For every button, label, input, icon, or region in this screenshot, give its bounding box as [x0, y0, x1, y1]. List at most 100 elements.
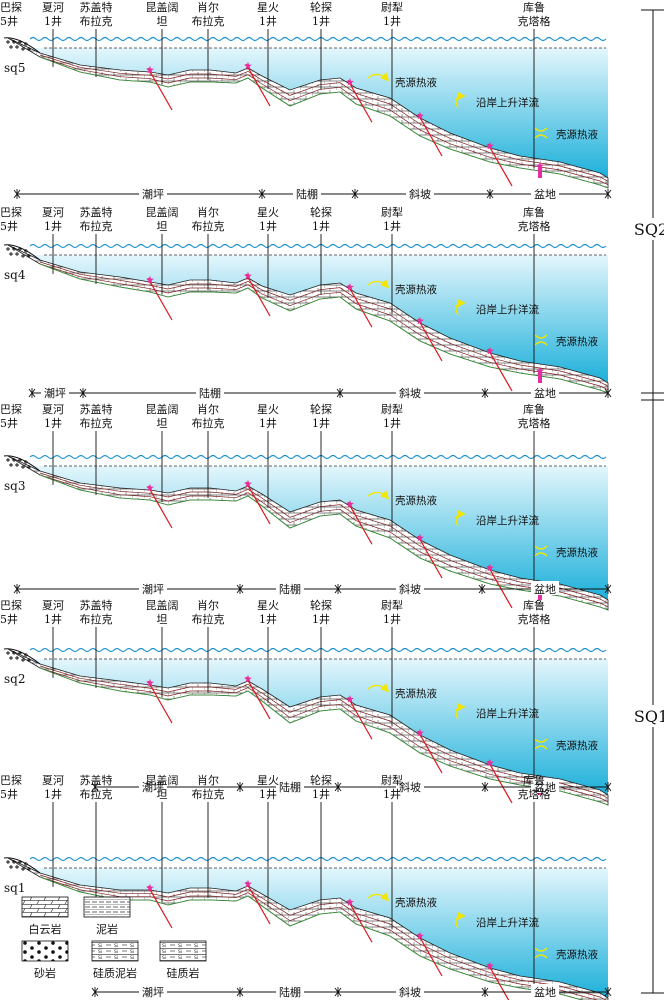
- hydrothermal-vent-icon: [416, 316, 424, 325]
- hydrothermal-vent-icon: [486, 346, 494, 355]
- facies-zone-bar: 潮坪 陆棚 斜坡 盆地: [91, 779, 612, 794]
- well-xiahe1-suffix: 1井: [44, 219, 62, 233]
- well-kuluketage-name: 库鲁: [523, 0, 545, 14]
- upwelling-arrow-icon: [455, 509, 466, 527]
- zone-label: 盆地: [534, 386, 556, 400]
- divergence-arrow-icon: [534, 947, 548, 959]
- hydrothermal-vent-icon: [146, 883, 154, 892]
- zone-label: 潮坪: [142, 780, 164, 794]
- hydrothermal-vent-icon: [486, 563, 494, 572]
- well-yuli-name: 尉犁: [381, 598, 403, 612]
- label-shell-fluid-lower: 壳源热液: [556, 128, 598, 141]
- well-xiaoer-suffix: 布拉克: [192, 14, 225, 28]
- current-arrow-icon: [367, 490, 390, 500]
- vent-plume: [538, 371, 542, 383]
- well-luntan1-name: 轮探: [310, 773, 332, 787]
- well-yuli-suffix: 1井: [383, 219, 401, 233]
- hydrothermal-vent-icon: [416, 931, 424, 940]
- hydrothermal-vent-icon: [244, 879, 252, 888]
- fault-line: [487, 348, 513, 392]
- well-xiaoer-name: 肖尔: [197, 598, 219, 612]
- well-xiahe1-suffix: 1井: [44, 14, 62, 28]
- label-shell-fluid-upper: 壳源热液: [395, 76, 437, 89]
- zone-label: 斜坡: [399, 986, 421, 999]
- zone-label: 盆地: [534, 187, 556, 201]
- hydrothermal-vent-icon: [146, 65, 154, 74]
- label-shell-fluid-upper: 壳源热液: [395, 494, 437, 507]
- well-yuli-suffix: 1井: [383, 787, 401, 801]
- sequence-base-line: [39, 263, 609, 394]
- facies-zone-bar: 潮坪 陆棚 斜坡 盆地: [28, 385, 612, 400]
- well-kuluketage-name: 库鲁: [523, 598, 545, 612]
- hydrothermal-vent-icon: [486, 141, 494, 150]
- well-yuli-suffix: 1井: [383, 612, 401, 626]
- fault-line: [245, 481, 271, 525]
- zone-label: 陆棚: [279, 985, 301, 999]
- well-yuli-name: 尉犁: [381, 205, 403, 219]
- zone-label: 盆地: [534, 780, 556, 794]
- hydrothermal-vent-icon: [146, 483, 154, 492]
- hydrothermal-vent-icon: [244, 674, 252, 683]
- label-shell-fluid-lower: 壳源热液: [556, 948, 598, 961]
- fault-line: [347, 899, 373, 943]
- well-bacan5-name: 巴探: [0, 206, 22, 219]
- vent-plume: [538, 166, 542, 178]
- well-yuli-name: 尉犁: [381, 402, 403, 416]
- label-shell-fluid-upper: 壳源热液: [395, 896, 437, 909]
- well-sugaite-name: 苏盖特: [80, 598, 113, 612]
- fault-line: [147, 485, 173, 529]
- current-arrow-icon: [367, 279, 390, 289]
- well-kungaikuo-name: 昆盖阔: [146, 205, 179, 219]
- label-upwelling: 沿岸上升洋流: [476, 916, 539, 929]
- well-xiahe1-name: 夏河: [42, 206, 64, 219]
- upwelling-arrow-icon: [455, 298, 466, 316]
- zone-label: 潮坪: [142, 582, 164, 596]
- well-xiaoer-suffix: 布拉克: [192, 219, 225, 233]
- well-bacan5-suffix: 5井: [0, 787, 18, 801]
- well-sugaite-suffix: 布拉克: [80, 219, 113, 233]
- divergence-arrow-icon: [534, 334, 548, 346]
- facies-zone-bar: 潮坪 陆棚 斜坡 盆地: [91, 984, 612, 999]
- fault-line: [417, 113, 443, 157]
- well-kuluketage-name: 库鲁: [523, 773, 545, 787]
- fault-line: [245, 676, 271, 720]
- legend-label-dolomite: 白云岩: [29, 922, 62, 936]
- sequence-label-sq2: SQ2: [634, 220, 664, 239]
- well-bacan5-suffix: 5井: [0, 14, 18, 28]
- well-sugaite-name: 苏盖特: [80, 0, 113, 14]
- well-xinghuo1-name: 星火: [257, 1, 279, 14]
- zone-label: 陆棚: [296, 187, 318, 201]
- strata-boundaries: [39, 665, 609, 802]
- well-luntan1-suffix: 1井: [312, 787, 330, 801]
- well-luntan1-name: 轮探: [310, 598, 332, 612]
- label-upwelling: 沿岸上升洋流: [476, 96, 539, 109]
- well-yuli-suffix: 1井: [383, 416, 401, 430]
- well-kungaikuo-suffix: 坦: [157, 787, 168, 801]
- well-luntan1-suffix: 1井: [312, 612, 330, 626]
- sequence-bracket: SQ2 SQ1: [634, 9, 664, 994]
- zone-label: 斜坡: [399, 583, 421, 596]
- zone-label: 陆棚: [279, 582, 301, 596]
- basement-crosses: [3, 37, 41, 54]
- hydrothermal-vent-icon: [536, 161, 544, 170]
- label-upwelling: 沿岸上升洋流: [476, 514, 539, 527]
- fault-line: [347, 501, 373, 545]
- basement-crosses: [3, 648, 41, 665]
- well-yuli-name: 尉犁: [381, 773, 403, 787]
- well-xinghuo1-suffix: 1井: [259, 14, 277, 28]
- well-kungaikuo-suffix: 坦: [157, 612, 168, 626]
- well-bacan5-name: 巴探: [0, 599, 22, 612]
- well-kuluketage-suffix: 克塔格: [518, 612, 551, 626]
- well-kungaikuo-suffix: 坦: [157, 14, 168, 28]
- panel-label-sq1: sq1: [4, 881, 25, 895]
- well-yuli-suffix: 1井: [383, 14, 401, 28]
- well-xiahe1-name: 夏河: [42, 1, 64, 14]
- hydrothermal-vent-icon: [244, 61, 252, 70]
